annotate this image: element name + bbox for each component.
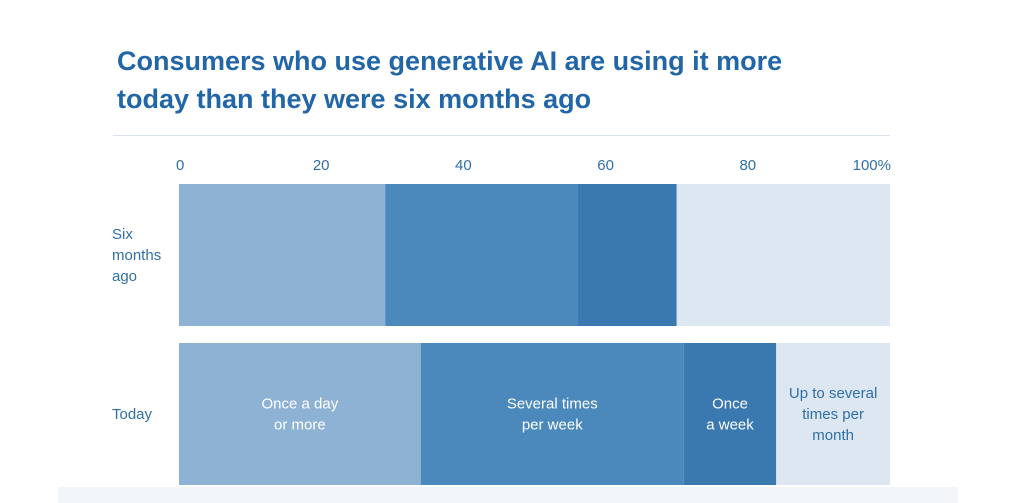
bar-segment xyxy=(385,184,578,326)
segment-label: Several times xyxy=(507,396,598,413)
title-divider xyxy=(113,135,890,136)
segment-label: per week xyxy=(522,417,583,434)
x-tick-label: 40 xyxy=(455,157,472,174)
bar-segment xyxy=(776,343,890,485)
chart-title: Consumers who use generative AI are usin… xyxy=(117,42,877,118)
chart-title-line-2: today than they were six months ago xyxy=(117,84,592,114)
segment-label: a week xyxy=(706,417,754,434)
bar-segment xyxy=(676,184,890,326)
y-category-label: months xyxy=(112,247,161,264)
segment-label: Once xyxy=(712,396,748,413)
x-tick-label: 100% xyxy=(853,157,891,174)
segment-label: month xyxy=(812,427,854,444)
chart-title-line-1: Consumers who use generative AI are usin… xyxy=(117,46,783,76)
x-tick-label: 80 xyxy=(739,157,756,174)
bar-segment xyxy=(179,184,386,326)
bar-segment xyxy=(179,343,421,485)
segment-label: times per xyxy=(802,406,864,423)
segment-label: or more xyxy=(274,417,326,434)
y-category-label: Six xyxy=(112,226,133,243)
x-tick-label: 20 xyxy=(313,157,330,174)
y-category-label: ago xyxy=(112,268,137,285)
segment-label: Once a day xyxy=(262,396,339,413)
y-category-label: Today xyxy=(112,406,153,423)
bar-segment xyxy=(420,343,684,485)
x-tick-label: 0 xyxy=(176,157,184,174)
footer-band xyxy=(58,487,958,503)
segment-label: Up to several xyxy=(789,385,877,402)
bar-segment xyxy=(683,343,777,485)
x-tick-label: 60 xyxy=(597,157,614,174)
bar-segment xyxy=(577,184,677,326)
